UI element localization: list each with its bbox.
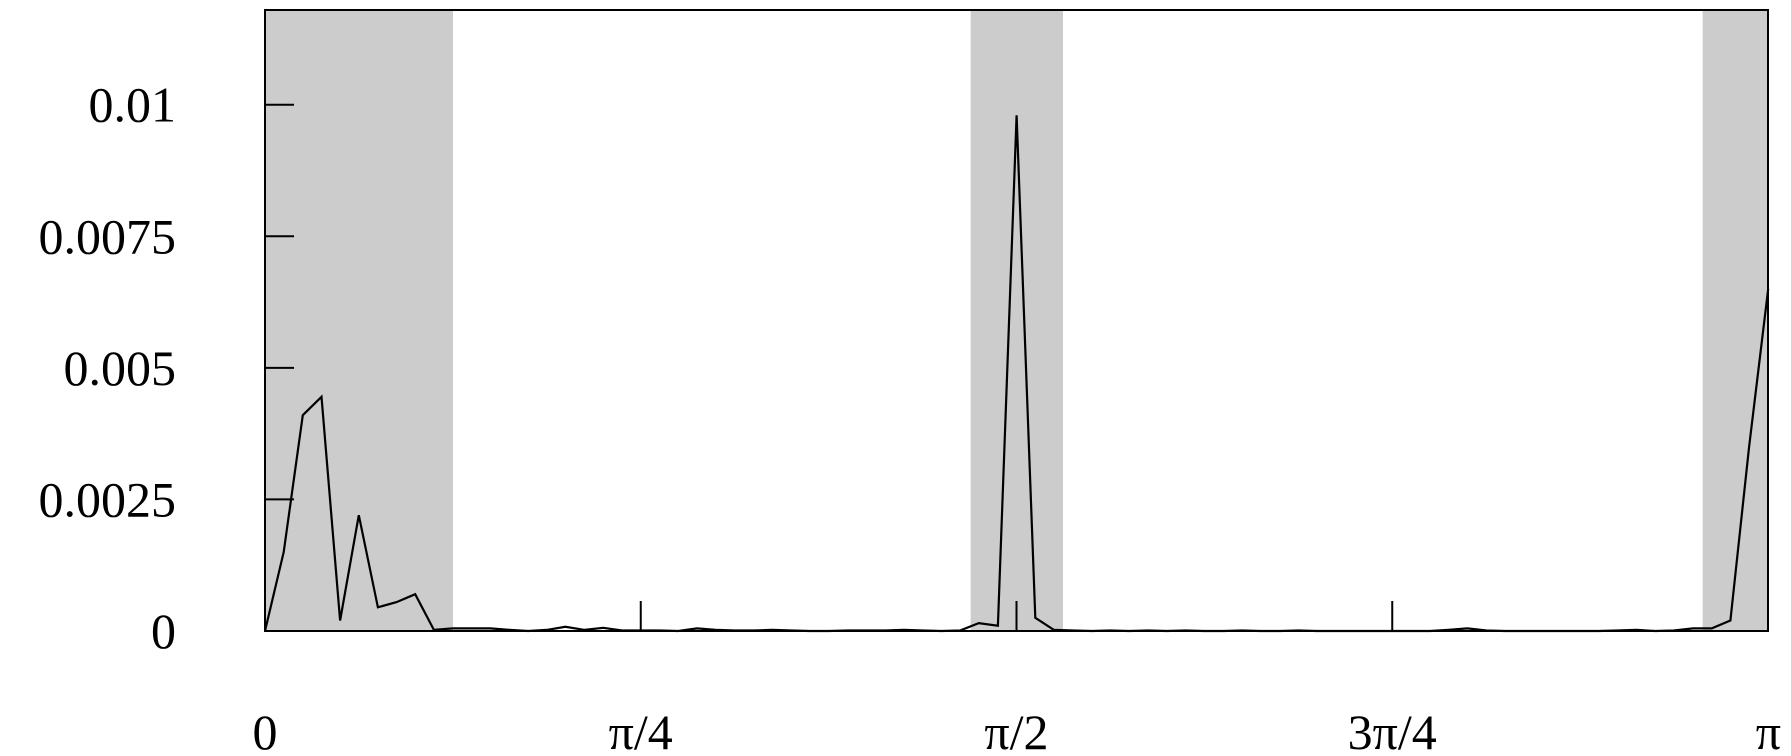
y-axis: 0 0.0025 0.005 0.0075 0.01 (39, 77, 294, 659)
x-tick-label-0: 0 (253, 704, 278, 756)
x-tick-label-4: π (1756, 704, 1781, 756)
shaded-band-1 (970, 10, 1064, 631)
y-tick-label-0: 0 (151, 603, 176, 659)
y-tick-label-3: 0.0075 (39, 208, 177, 264)
shaded-band-0 (265, 10, 454, 631)
shaded-band-2 (1702, 10, 1769, 631)
y-tick-label-2: 0.005 (64, 340, 177, 396)
y-tick-label-4: 0.01 (89, 77, 177, 133)
shaded-bands (265, 10, 1769, 631)
x-tick-label-3: 3π/4 (1348, 704, 1437, 756)
y-tick-label-1: 0.0025 (39, 471, 177, 527)
x-tick-label-2: π/2 (984, 704, 1048, 756)
x-axis: 0 π/4 π/2 3π/4 π (253, 601, 1781, 756)
x-tick-label-1: π/4 (609, 704, 673, 756)
